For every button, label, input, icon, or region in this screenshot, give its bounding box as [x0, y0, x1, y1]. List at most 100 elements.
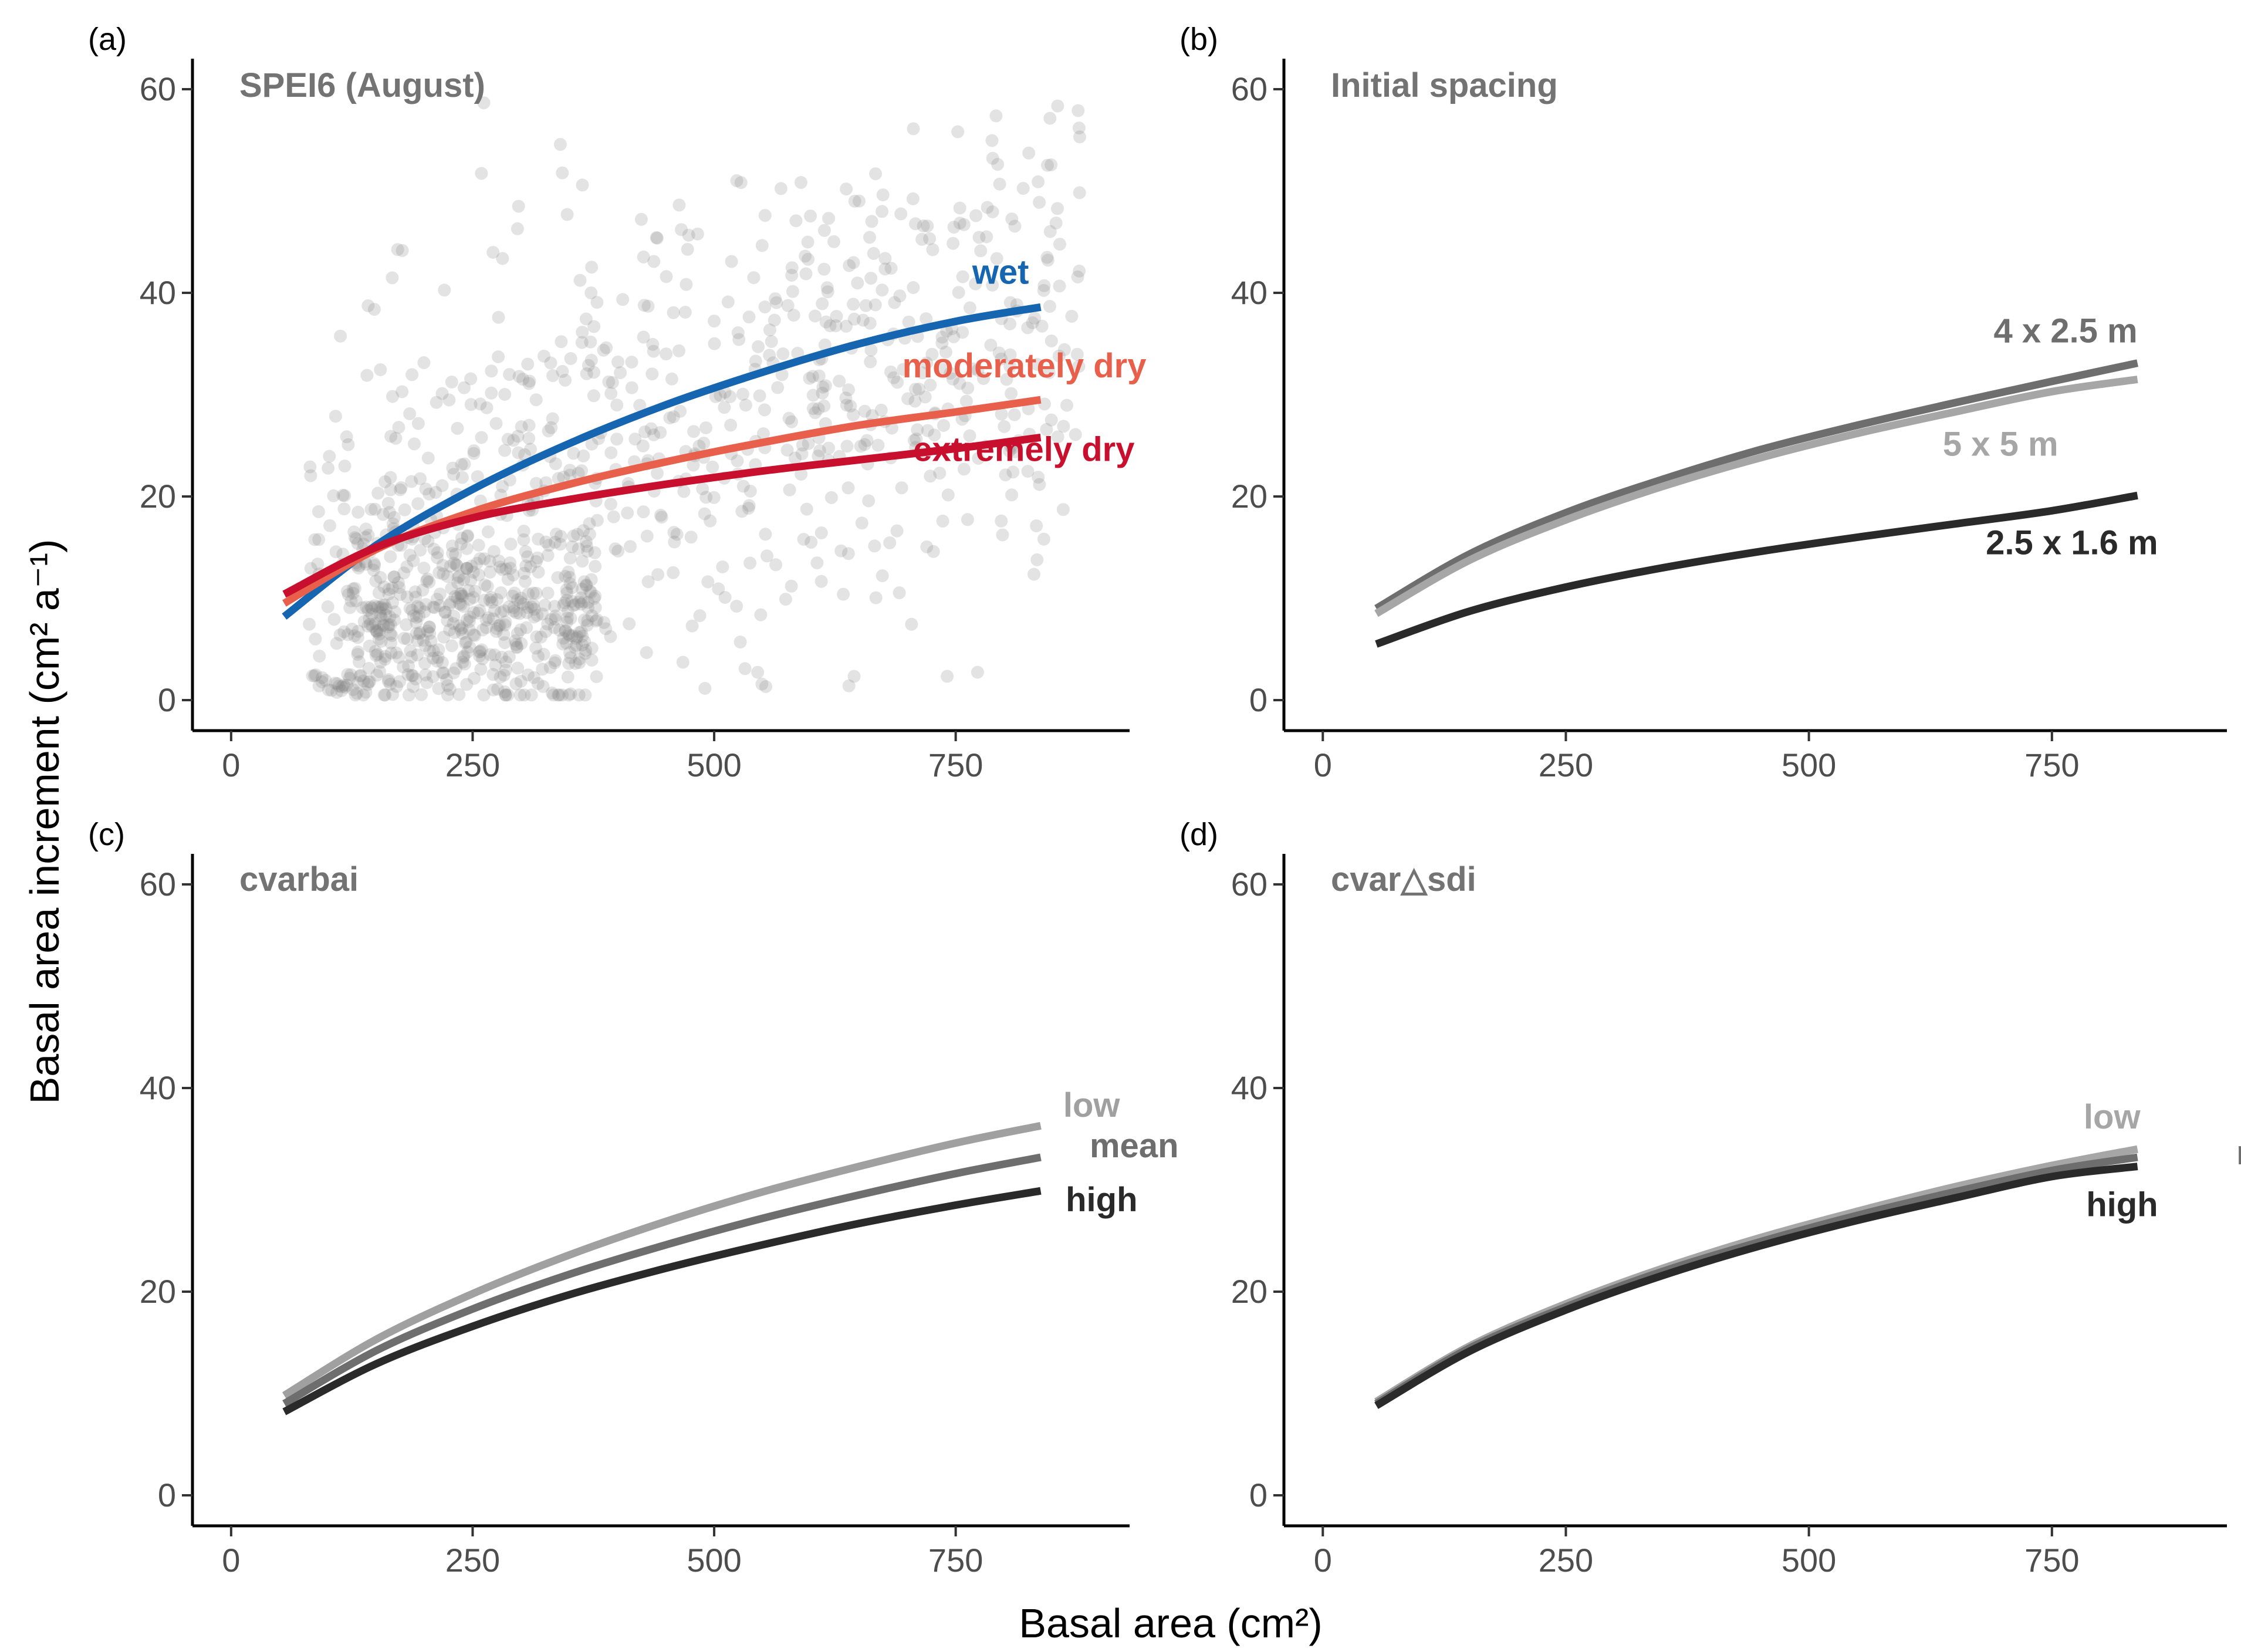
scatter-point [357, 674, 370, 688]
scatter-point [1030, 357, 1044, 371]
scatter-point [360, 600, 373, 614]
scatter-point [974, 244, 988, 258]
scatter-point [396, 244, 409, 257]
scatter-point [1016, 182, 1030, 195]
scatter-point [570, 638, 583, 652]
scatter-point [814, 526, 828, 539]
scatter-point [1032, 175, 1045, 188]
scatter-point [844, 399, 857, 413]
scatter-point [421, 535, 435, 548]
scatter-point [526, 586, 540, 600]
scatter-point [869, 167, 883, 181]
scatter-point [785, 261, 799, 275]
scatter-point [995, 514, 1008, 528]
scatter-point [799, 267, 813, 281]
scatter-point [805, 535, 818, 549]
scatter-point [309, 668, 322, 681]
scatter-point [384, 471, 397, 484]
scatter-point [864, 343, 878, 357]
scatter-point [944, 367, 957, 380]
scatter-point [491, 683, 505, 696]
scatter-point [495, 650, 508, 664]
x-axis-title: Basal area (cm²) [1019, 1600, 1322, 1646]
scatter-point [338, 489, 351, 502]
scatter-point [819, 315, 833, 329]
scatter-point [986, 205, 999, 218]
scatter-point [494, 560, 506, 574]
scatter-point [559, 624, 572, 638]
y-tick-label: 0 [158, 681, 176, 718]
scatter-point [674, 404, 687, 418]
scatter-point [866, 409, 879, 423]
scatter-point [684, 531, 698, 544]
scatter-point [553, 538, 567, 551]
scatter-point [541, 586, 555, 600]
scatter-point [560, 615, 573, 629]
scatter-point [490, 622, 503, 635]
scatter-point [1003, 296, 1017, 309]
scatter-point [423, 620, 436, 634]
scatter-point [380, 602, 393, 616]
scatter-point [814, 575, 828, 588]
scatter-point [818, 338, 831, 352]
scatter-point [337, 502, 351, 516]
scatter-point [963, 301, 976, 315]
scatter-point [1006, 465, 1020, 479]
scatter-point [803, 371, 816, 385]
panel-d: (d) 0 20 40 60 0 250 500 750 cvar△sdi low mean high [1179, 817, 2241, 1579]
scatter-point [507, 601, 520, 614]
scatter-point [482, 611, 495, 624]
scatter-point [359, 685, 373, 699]
scatter-point [1022, 146, 1036, 160]
scatter-point [611, 545, 625, 558]
scatter-point [497, 668, 511, 682]
scatter-point [724, 418, 738, 432]
y-tick-label: 20 [1231, 1273, 1267, 1310]
scatter-point [331, 677, 344, 690]
scatter-point [516, 373, 530, 386]
scatter-point [503, 562, 517, 575]
scatter-point [315, 671, 329, 684]
scatter-point [486, 246, 500, 259]
scatter-point [369, 575, 383, 588]
scatter-point [539, 625, 553, 638]
scatter-point [363, 675, 377, 688]
scatter-point [394, 483, 407, 496]
scatter-point [424, 634, 438, 648]
scatter-point [521, 357, 535, 371]
scatter-point [353, 670, 367, 683]
scatter-point [573, 273, 587, 287]
panel-b: (b) 0 20 40 60 0 250 500 750 Initial spacing 4 x 2… [1179, 22, 2227, 783]
scatter-point [447, 617, 460, 630]
scatter-point [492, 310, 505, 324]
scatter-point [579, 688, 592, 702]
series-line-extremely-dry [282, 433, 1042, 598]
scatter-point [874, 403, 888, 417]
scatter-point [457, 651, 470, 664]
scatter-point [374, 609, 387, 623]
scatter-point [479, 613, 493, 627]
scatter-point [651, 568, 665, 582]
scatter-point [576, 582, 589, 596]
scatter-point [411, 634, 424, 647]
scatter-point [804, 210, 817, 223]
scatter-point [580, 539, 593, 553]
scatter-point [561, 670, 574, 684]
scatter-point [576, 326, 589, 339]
scatter-point [345, 623, 359, 636]
scatter-point [343, 671, 356, 685]
scatter-point [512, 370, 526, 383]
scatter-point [336, 489, 350, 502]
scatter-point [572, 688, 586, 702]
scatter-point [602, 375, 616, 388]
scatter-point [378, 598, 391, 612]
scatter-point [730, 600, 743, 613]
scatter-point [699, 421, 712, 434]
scatter-point [1051, 99, 1064, 113]
x-tick-label: 0 [1314, 1542, 1332, 1579]
scatter-point [637, 505, 650, 519]
scatter-point [920, 312, 933, 326]
scatter-point [382, 583, 396, 596]
scatter-point [568, 640, 582, 654]
scatter-point [1070, 347, 1084, 361]
